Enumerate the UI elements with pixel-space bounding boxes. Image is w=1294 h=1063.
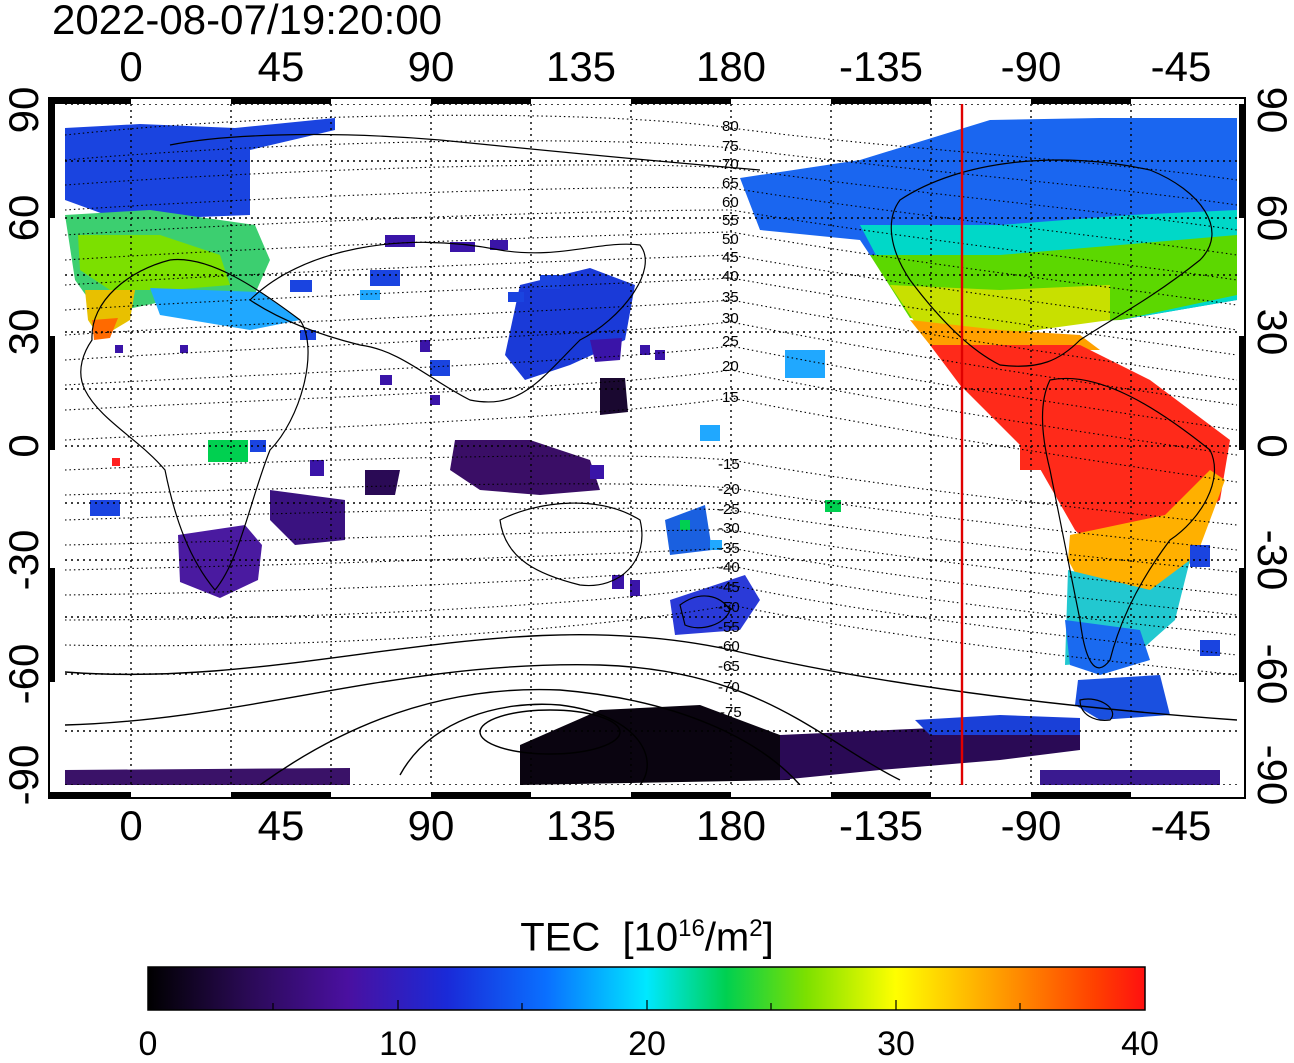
lon-tick-label: 90 xyxy=(407,43,455,90)
colorbar-title: TEC [1016/m2] xyxy=(0,905,1294,961)
lat-tick-label: -60 xyxy=(1249,643,1294,705)
lon-tick-label: -135 xyxy=(838,802,924,849)
contour-label: -20 xyxy=(718,481,740,498)
lon-tick-label: -45 xyxy=(1150,802,1212,849)
frame-ruler-bars xyxy=(49,98,1245,798)
contour-label: -45 xyxy=(718,579,740,596)
lat-tick-label: 60 xyxy=(1249,194,1294,242)
auroral-contours xyxy=(65,633,1237,785)
timestamp-title: 2022-08-07/19:20:00 xyxy=(52,0,442,43)
lat-tick-label: 90 xyxy=(1249,86,1294,134)
lat-tick-label: 30 xyxy=(0,308,47,356)
lon-tick-label: 180 xyxy=(695,802,767,849)
contour-label: 30 xyxy=(722,310,739,327)
lon-tick-label: 0 xyxy=(119,802,143,849)
lon-tick-label: 180 xyxy=(695,43,767,90)
lat-tick-label: -60 xyxy=(0,643,47,705)
lon-tick-label: 45 xyxy=(257,802,305,849)
lon-tick-label: 90 xyxy=(407,802,455,849)
contour-label: 35 xyxy=(722,289,739,306)
lon-tick-label: 0 xyxy=(119,43,143,90)
contour-label: -25 xyxy=(718,501,740,518)
contour-label: 75 xyxy=(722,138,739,155)
colorbar-unit-close: ] xyxy=(762,915,774,960)
contour-label: -30 xyxy=(718,520,740,537)
colorbar-tick: 20 xyxy=(628,1025,666,1063)
contour-label: 20 xyxy=(722,358,739,375)
contour-label: 80 xyxy=(722,118,739,135)
contour-label: 50 xyxy=(722,231,739,248)
lon-tick-label: -135 xyxy=(838,43,924,90)
contour-label: -75 xyxy=(720,704,742,721)
lat-tick-label: 0 xyxy=(1249,434,1294,458)
lat-tick-label: 60 xyxy=(0,194,47,242)
contour-label: 65 xyxy=(722,175,739,192)
lon-tick-label: 135 xyxy=(545,802,617,849)
contour-label: -70 xyxy=(718,679,740,696)
contour-label: 45 xyxy=(722,249,739,266)
colorbar-tick: 40 xyxy=(1121,1025,1159,1063)
colorbar-tick: 30 xyxy=(877,1025,915,1063)
colorbar-tick: 0 xyxy=(138,1025,158,1063)
contour-label: -40 xyxy=(718,559,740,576)
contour-labels: 80 75 70 65 60 55 50 45 40 35 30 25 20 1… xyxy=(718,118,742,721)
lon-tick-label: -45 xyxy=(1150,43,1212,90)
colorbar-unit-open: [10 xyxy=(622,915,679,960)
contour-label: 15 xyxy=(722,389,739,406)
coastlines xyxy=(80,133,1216,721)
lon-tick-label: -90 xyxy=(1000,43,1062,90)
contour-label: 60 xyxy=(722,194,739,211)
colorbar-unit-mid: /m xyxy=(704,915,750,960)
lat-tick-label: 30 xyxy=(1249,308,1294,356)
lat-tick-label: 0 xyxy=(0,434,47,458)
lat-tick-label: 90 xyxy=(0,86,47,134)
colorbar-unit-exponent: 16 xyxy=(678,915,705,942)
colorbar-title-main: TEC xyxy=(520,915,601,960)
colorbar-minor-ticks xyxy=(272,1000,1021,1010)
contour-label: -65 xyxy=(718,658,740,675)
contour-label: 40 xyxy=(722,268,739,285)
contour-label: -35 xyxy=(718,540,740,557)
contour-label: 55 xyxy=(722,212,739,229)
lon-tick-label: -90 xyxy=(1000,802,1062,849)
contour-label: 25 xyxy=(722,333,739,350)
lon-tick-label: 135 xyxy=(545,43,617,90)
contour-label: -15 xyxy=(718,456,740,473)
magnetic-latitude-contours xyxy=(65,114,1237,676)
lat-tick-label: -30 xyxy=(0,529,47,591)
lat-tick-label: -30 xyxy=(1249,529,1294,591)
colorbar-tick: 10 xyxy=(379,1025,417,1063)
lat-tick-label: -90 xyxy=(1249,744,1294,806)
contour-label: 70 xyxy=(722,156,739,173)
contour-label: -50 xyxy=(718,599,740,616)
colorbar-unit-exponent-2: 2 xyxy=(749,915,763,942)
contour-label: -60 xyxy=(718,638,740,655)
contour-label: -55 xyxy=(718,619,740,636)
lon-tick-label: 45 xyxy=(257,43,305,90)
lat-tick-label: -90 xyxy=(0,744,47,806)
